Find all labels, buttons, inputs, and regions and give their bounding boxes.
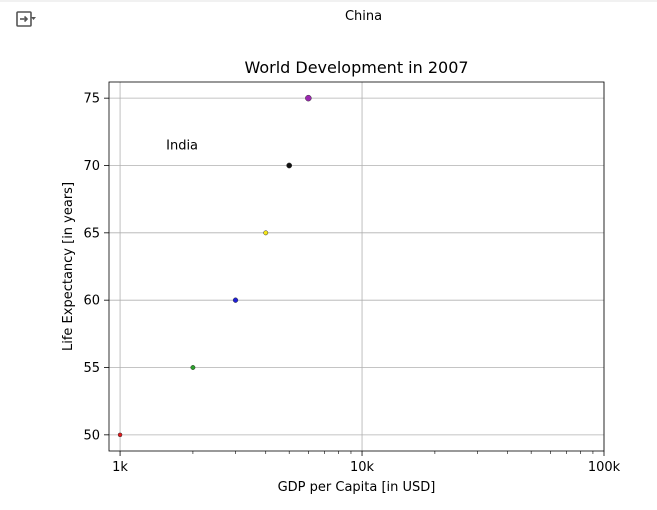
y-axis-ticks: 50 55 60 65 70 75 (83, 92, 109, 443)
output-toggle-button[interactable] (13, 8, 39, 30)
data-point (117, 432, 123, 438)
data-point (286, 162, 293, 169)
chart-title: World Development in 2007 (244, 58, 468, 77)
grid-layer (109, 82, 605, 451)
y-tick-label: 65 (83, 226, 100, 241)
data-point (305, 94, 312, 102)
annotation-label: China (345, 9, 382, 24)
notebook-output-top-border (0, 0, 657, 2)
data-points (117, 94, 312, 438)
data-point (263, 230, 269, 236)
annotations: India China (166, 9, 382, 153)
y-tick-label: 60 (83, 294, 100, 309)
x-tick-label: 10k (350, 460, 375, 475)
data-point (232, 297, 239, 303)
y-tick-label: 75 (83, 92, 100, 107)
x-axis-ticks: 1k 10k 100k (112, 451, 621, 475)
x-tick-label: 100k (588, 460, 621, 475)
y-axis-label: Life Expectancy [in years] (61, 182, 76, 351)
x-axis-label: GDP per Capita [in USD] (278, 480, 436, 495)
annotation-label: India (166, 138, 198, 153)
plot-area (108, 81, 605, 452)
data-point (190, 365, 196, 370)
y-tick-label: 55 (83, 361, 100, 376)
collapse-output-icon (16, 11, 36, 27)
y-tick-label: 70 (83, 159, 100, 174)
y-tick-label: 50 (83, 428, 100, 443)
x-tick-label: 1k (112, 460, 128, 475)
